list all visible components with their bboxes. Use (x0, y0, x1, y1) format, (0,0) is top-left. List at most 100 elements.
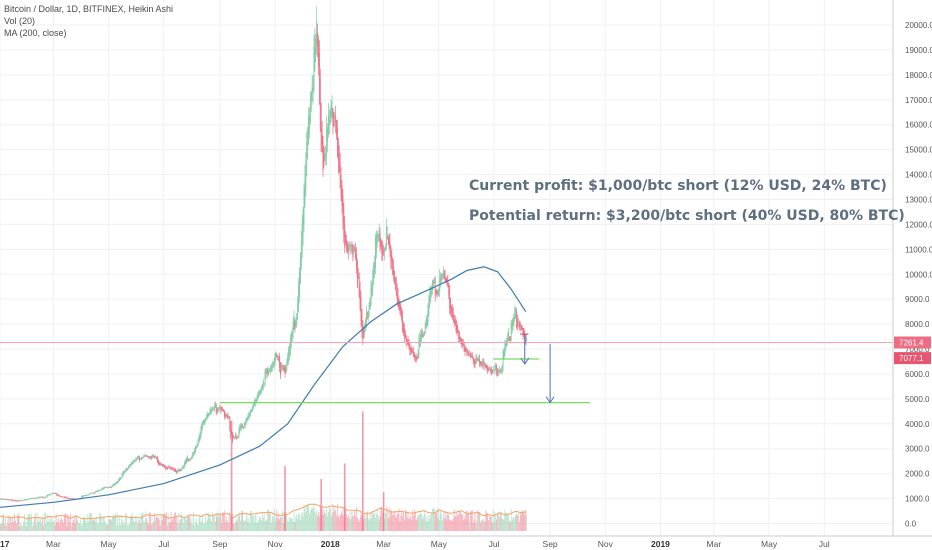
volume-bar (14, 513, 15, 531)
candle-body (402, 315, 404, 333)
candle-body (10, 499, 12, 501)
volume-bar (214, 521, 216, 531)
volume-bar (191, 518, 193, 531)
volume-bar (188, 516, 190, 531)
candle-body (493, 370, 495, 371)
volume-bar (323, 509, 325, 531)
candle-body (324, 153, 326, 160)
volume-bar (158, 519, 160, 531)
candle-body (81, 495, 83, 498)
volume-bar (154, 513, 156, 531)
ma-200-line[interactable] (0, 266, 527, 508)
volume-bar (133, 521, 135, 531)
volume-bar (396, 512, 398, 531)
candle-body (160, 464, 162, 465)
volume-bar (264, 521, 266, 531)
volume-bar (132, 515, 134, 531)
x-tick-label: Jul (819, 539, 830, 549)
candle-body (449, 289, 451, 308)
volume-bar (10, 518, 12, 531)
candle-body (33, 497, 34, 499)
volume-bar (174, 513, 176, 531)
candle-body (474, 362, 476, 365)
x-tick-label: Mar (376, 539, 391, 549)
candle-body (257, 393, 259, 399)
volume-bar (294, 522, 296, 531)
candle-body (473, 359, 475, 366)
candle-body (470, 356, 472, 357)
candle-body (166, 467, 168, 470)
volume-bar (504, 509, 506, 531)
volume-bar (337, 516, 339, 531)
volume-bar (63, 514, 65, 531)
volume-bar (512, 516, 514, 531)
candle-body (302, 210, 304, 239)
candle-body (204, 419, 205, 423)
candle-body (174, 469, 176, 471)
candle-body (337, 142, 339, 164)
candle-body (507, 337, 508, 344)
volume-bar (206, 519, 208, 531)
candle-body (287, 357, 289, 365)
volume-bar (39, 521, 41, 531)
volume-bar (461, 514, 462, 531)
candle-body (138, 456, 140, 461)
volume-bar (40, 519, 42, 531)
volume-bar (288, 521, 290, 531)
candle-body (316, 20, 318, 44)
volume-bar (58, 518, 60, 531)
volume-bar (404, 520, 405, 531)
volume-bar (84, 518, 86, 531)
candle-body (362, 321, 364, 344)
volume-bar (213, 516, 214, 531)
volume-bar (239, 512, 241, 531)
candle-body (248, 412, 250, 418)
legend-moving-average[interactable]: MA (200, close) (4, 28, 67, 38)
candle-body (525, 337, 527, 343)
volume-bar (115, 512, 117, 531)
volume-bar (385, 513, 386, 531)
legend-symbol[interactable]: Bitcoin / Dollar, 1D, BITFINEX, Heikin A… (4, 4, 174, 14)
candle-body (484, 363, 486, 368)
volume-bar (67, 513, 69, 531)
candle-body (400, 308, 402, 316)
volume-bar (485, 509, 487, 531)
candle-body (444, 275, 446, 281)
candle-body (322, 135, 324, 171)
candle-body (432, 281, 434, 286)
volume-bar (30, 517, 32, 531)
candle-body (85, 495, 87, 496)
volume-bar (494, 511, 496, 531)
candle-body (352, 245, 354, 255)
x-tick-label: Sep (543, 539, 558, 549)
volume-bar (162, 515, 164, 531)
candle-body (151, 456, 153, 459)
candle-body (95, 491, 97, 493)
candle-body (408, 342, 410, 349)
candle-body (178, 469, 180, 471)
volume-bar (371, 510, 373, 531)
candle-body (222, 409, 223, 411)
candle-body (266, 368, 268, 373)
volume-bar (481, 518, 483, 531)
volume-bar (351, 511, 353, 531)
volume-bar (405, 510, 407, 531)
volume-bar (413, 515, 414, 531)
volume-bar (254, 514, 256, 531)
candle-body (118, 479, 119, 482)
legend-volume[interactable]: Vol (20) (4, 16, 36, 26)
candle-body (327, 127, 328, 141)
candle-body (148, 456, 150, 459)
volume-bar (185, 518, 186, 531)
volume-bar (230, 515, 232, 531)
candle-body (235, 435, 237, 439)
volume-bar (179, 519, 181, 531)
candle-body (130, 462, 132, 466)
candle-body (301, 222, 303, 254)
volume-bar (252, 516, 253, 531)
candle-body (140, 457, 142, 459)
volume-bar (393, 514, 394, 531)
volume-bar (363, 519, 365, 531)
volume-bar (3, 514, 5, 531)
